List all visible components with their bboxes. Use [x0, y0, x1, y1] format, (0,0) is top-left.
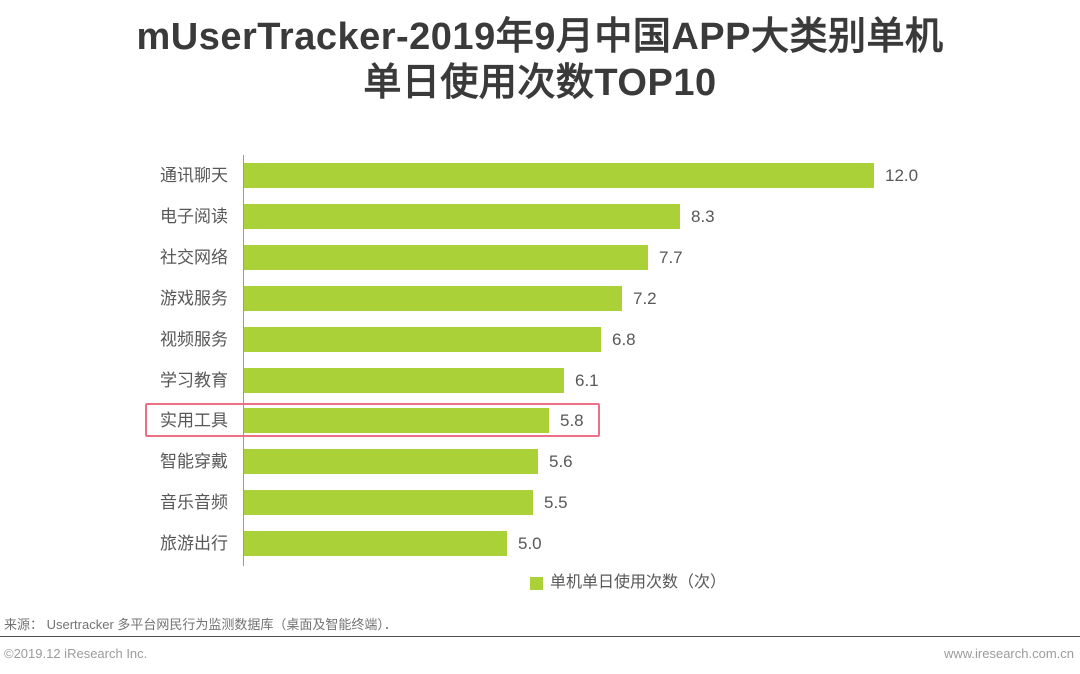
value-label: 5.0	[518, 534, 542, 553]
bar	[244, 408, 549, 433]
category-label: 学习教育	[160, 371, 228, 390]
bar-row: 智能穿戴 5.6	[0, 449, 1080, 474]
category-label: 电子阅读	[160, 207, 228, 226]
bar	[244, 245, 648, 270]
website-link[interactable]: www.iresearch.com.cn	[943, 646, 1074, 661]
bar	[244, 327, 601, 352]
chart-title-line2: 单日使用次数TOP10	[363, 62, 717, 104]
category-label: 社交网络	[160, 248, 228, 267]
bar-row: 通讯聊天 12.0	[0, 163, 1080, 188]
legend-label: 单机单日使用次数（次）	[550, 574, 727, 591]
bar	[244, 490, 533, 515]
bar	[244, 531, 507, 556]
chart-title: mUserTracker-2019年9月中国APP大类别单机 单日使用次数TOP…	[0, 14, 1080, 106]
bar-row: 游戏服务 7.2	[0, 286, 1080, 311]
value-label: 5.8	[560, 411, 584, 430]
bar-row: 电子阅读 8.3	[0, 204, 1080, 229]
bar	[244, 449, 538, 474]
chart-title-line1: mUserTracker-2019年9月中国APP大类别单机	[136, 16, 944, 58]
bar	[244, 286, 622, 311]
highlight-annotation-box	[145, 403, 600, 437]
bar-row: 实用工具 5.8	[0, 408, 1080, 433]
value-label: 6.1	[575, 371, 599, 390]
green-square-icon	[530, 576, 543, 590]
bar-row: 音乐音频 5.5	[0, 490, 1080, 515]
value-label: 7.2	[633, 289, 657, 308]
category-label: 旅游出行	[160, 534, 228, 553]
bar	[244, 204, 680, 229]
bar-row: 学习教育 6.1	[0, 368, 1080, 393]
bar-row: 旅游出行 5.0	[0, 531, 1080, 556]
value-label: 12.0	[885, 166, 919, 185]
value-label: 5.5	[544, 493, 568, 512]
category-label: 音乐音频	[160, 493, 228, 512]
bar-row: 社交网络 7.7	[0, 245, 1080, 270]
y-axis-line	[243, 155, 244, 566]
copyright-text: ©2019.12 iResearch Inc.	[4, 646, 148, 661]
source-note: 来源： Usertracker 多平台网民行为监测数据库（桌面及智能终端）．	[4, 617, 397, 632]
value-label: 5.6	[549, 452, 573, 471]
value-label: 6.8	[612, 330, 636, 349]
category-label: 通讯聊天	[160, 166, 228, 185]
bar	[244, 368, 564, 393]
value-label: 7.7	[659, 248, 683, 267]
category-label: 实用工具	[160, 411, 228, 430]
bar-row: 视频服务 6.8	[0, 327, 1080, 352]
category-label: 视频服务	[160, 330, 228, 349]
bar	[244, 163, 874, 188]
footer-divider	[0, 636, 1080, 637]
value-label: 8.3	[691, 207, 715, 226]
category-label: 游戏服务	[160, 289, 228, 308]
category-label: 智能穿戴	[160, 452, 228, 471]
chart-legend: 单机单日使用次数（次）	[530, 574, 726, 592]
